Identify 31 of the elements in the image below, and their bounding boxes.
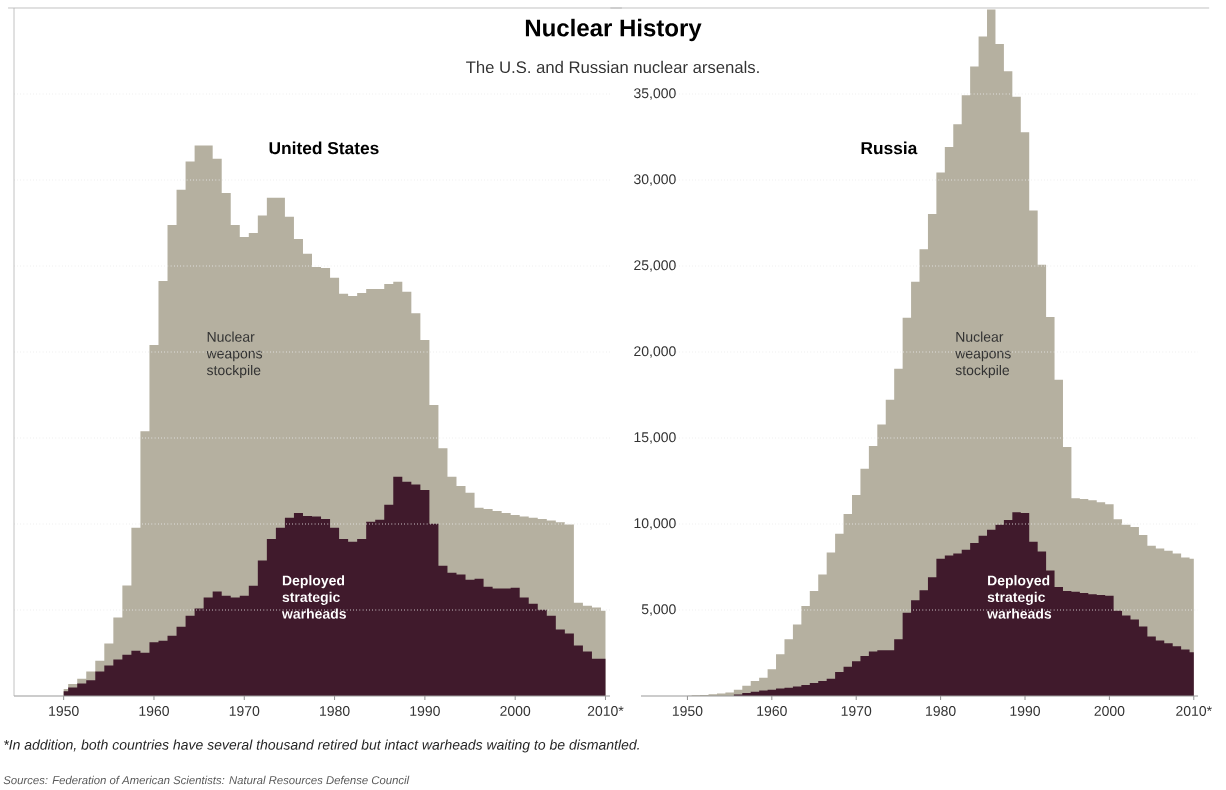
text: United States	[269, 141, 379, 155]
x-tick-label: 1950	[672, 706, 703, 716]
series-label: Deployed strategic warheads	[281, 575, 346, 619]
series-label: Deployed strategic warheads	[987, 575, 1052, 619]
text: The U.S. and Russian nuclear arsenals.	[466, 60, 759, 74]
text: Russia	[861, 141, 918, 155]
y-tick-label: 10,000	[634, 518, 676, 530]
x-tick-label: 1950	[49, 706, 79, 716]
x-tick-label: 1990	[1010, 706, 1041, 716]
x-tick-label: 2000	[1094, 706, 1125, 716]
text: *In addition, both countries have several thousand retired but intact warheads waiting to be dismantled.	[4, 739, 639, 753]
series-label: Nuclear weapons stockpile	[206, 331, 263, 378]
x-tick-label: 1970	[841, 706, 872, 716]
x-tick-label: 2010*	[587, 706, 624, 716]
x-tick-label: 1980	[320, 706, 350, 716]
x-tick-label: 1960	[757, 706, 787, 716]
x-tick-label: 2010*	[1176, 706, 1212, 716]
x-tick-label: 1960	[139, 706, 169, 716]
y-tick-label: 30,000	[634, 174, 676, 186]
y-tick-label: 15,000	[634, 432, 676, 444]
y-tick-label: 35,000	[634, 88, 676, 100]
x-tick-label: 2000	[500, 706, 531, 716]
series-label: Nuclear weapons stockpile	[955, 331, 1011, 378]
source-note: Sources: Federation of American Scientists: Natural Resources Defense Council	[3, 775, 410, 785]
x-tick-label: 1990	[410, 706, 440, 716]
y-tick-label: 20,000	[634, 346, 676, 358]
y-tick-label: 5,000	[641, 604, 676, 616]
x-tick-label: 1980	[926, 706, 956, 716]
y-tick-label: 25,000	[634, 260, 676, 272]
text: Nuclear History	[525, 18, 702, 42]
x-tick-label: 1970	[229, 706, 260, 716]
